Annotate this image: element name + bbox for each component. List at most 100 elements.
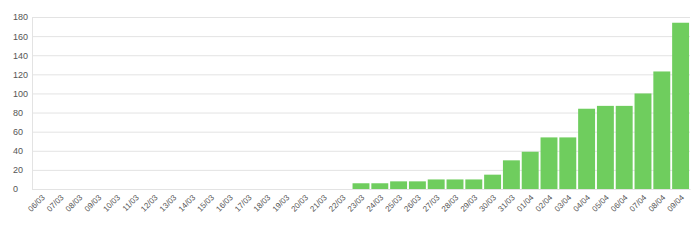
x-tick: 28/03 (440, 193, 461, 214)
x-tick: 05/04 (590, 193, 611, 214)
x-tick-label: 19/03 (271, 193, 292, 214)
x-tick: 04/04 (571, 193, 592, 214)
x-axis-line (33, 189, 691, 190)
x-tick-label: 09/04 (665, 193, 686, 214)
bar (183, 189, 200, 190)
x-tick-label: 11/03 (121, 193, 141, 213)
y-tick-label: 180 (13, 12, 28, 22)
x-tick: 07/03 (45, 193, 66, 214)
bar (672, 23, 689, 189)
y-tick: 180 (13, 12, 690, 22)
bar (52, 189, 69, 190)
bar (259, 189, 276, 190)
x-tick: 10/03 (101, 193, 122, 214)
x-tick: 12/03 (139, 193, 160, 214)
x-tick-label: 05/04 (590, 193, 611, 214)
x-tick-label: 21/03 (308, 193, 329, 214)
x-tick: 06/03 (26, 193, 47, 214)
bar (240, 189, 257, 190)
x-tick-label: 29/03 (459, 193, 480, 214)
bar (428, 179, 445, 189)
y-tick-label: 160 (13, 31, 28, 41)
bar (541, 137, 558, 189)
y-tick: 100 (13, 89, 690, 99)
bar (484, 175, 501, 189)
bar (315, 189, 332, 190)
x-tick: 30/03 (477, 193, 498, 214)
bar (653, 71, 670, 189)
x-tick: 19/03 (271, 193, 292, 214)
x-tick-label: 07/04 (628, 193, 649, 214)
x-tick: 29/03 (459, 193, 480, 214)
x-tick: 27/03 (421, 193, 442, 214)
bar (390, 181, 407, 189)
bar (33, 189, 50, 190)
x-tick: 26/03 (402, 193, 423, 214)
bar (503, 160, 520, 189)
x-tick-label: 31/03 (496, 193, 517, 214)
x-tick-label: 26/03 (402, 193, 423, 214)
x-tick: 01/04 (515, 193, 536, 214)
x-tick: 31/03 (496, 193, 517, 214)
y-tick-label: 140 (13, 51, 28, 61)
bar (221, 189, 238, 190)
bar (108, 189, 125, 190)
y-axis: 020406080100120140160180 (13, 12, 690, 194)
bar (447, 179, 464, 189)
bar (616, 106, 633, 189)
x-tick-label: 02/04 (534, 193, 555, 214)
x-tick: 14/03 (177, 193, 198, 214)
x-tick-label: 07/03 (45, 193, 66, 214)
x-tick-label: 06/03 (26, 193, 47, 214)
bar (277, 189, 294, 190)
x-tick: 08/03 (64, 193, 85, 214)
bar (296, 189, 313, 190)
y-tick-label: 80 (13, 108, 23, 118)
x-tick-label: 10/03 (101, 193, 122, 214)
grid-line (32, 36, 690, 37)
x-tick: 20/03 (289, 193, 310, 214)
bar (127, 189, 144, 190)
y-tick: 120 (13, 70, 690, 80)
y-tick: 140 (13, 51, 690, 61)
bar (165, 189, 182, 190)
x-tick-label: 20/03 (289, 193, 310, 214)
bar (597, 106, 614, 189)
x-axis: 06/0307/0308/0309/0310/0311/0312/0313/03… (26, 190, 690, 214)
x-tick-label: 28/03 (440, 193, 461, 214)
x-tick-label: 14/03 (177, 193, 198, 214)
grid-line (32, 17, 690, 18)
x-tick-label: 22/03 (327, 193, 348, 214)
bar (353, 183, 370, 189)
y-tick-label: 40 (13, 146, 23, 156)
x-tick: 15/03 (195, 193, 216, 214)
bar (71, 189, 88, 190)
x-tick: 03/04 (553, 193, 574, 214)
bar (202, 189, 219, 190)
x-tick-label: 08/04 (647, 193, 668, 214)
x-tick: 18/03 (252, 193, 273, 214)
bar (635, 93, 652, 189)
x-tick-label: 08/03 (64, 193, 85, 214)
chart: 02040608010012014016018006/0307/0308/030… (0, 0, 700, 233)
x-tick-label: 01/04 (515, 193, 536, 214)
y-tick-label: 100 (13, 89, 28, 99)
x-tick: 22/03 (327, 193, 348, 214)
x-tick-label: 03/04 (553, 193, 574, 214)
plot: 02040608010012014016018006/0307/0308/030… (13, 12, 691, 213)
x-tick: 21/03 (308, 193, 329, 214)
bar (371, 183, 388, 189)
x-tick-label: 13/03 (158, 193, 179, 214)
x-tick-label: 30/03 (477, 193, 498, 214)
x-tick-label: 23/03 (346, 193, 367, 214)
x-tick: 09/03 (83, 193, 104, 214)
x-tick-label: 04/04 (571, 193, 592, 214)
x-tick: 16/03 (214, 193, 235, 214)
x-tick-label: 09/03 (83, 193, 104, 214)
x-tick-label: 27/03 (421, 193, 442, 214)
x-tick-label: 15/03 (195, 193, 216, 214)
x-tick: 25/03 (383, 193, 404, 214)
x-tick: 23/03 (346, 193, 367, 214)
x-tick-label: 24/03 (365, 193, 386, 214)
x-tick: 07/04 (628, 193, 649, 214)
